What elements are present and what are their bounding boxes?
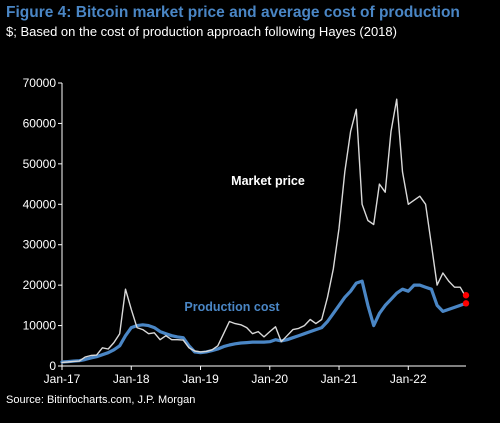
y-tick-label: 20000 xyxy=(23,278,57,292)
y-tick-label: 10000 xyxy=(23,319,57,333)
latest-value-marker xyxy=(462,292,470,299)
x-tick-label: Jan-19 xyxy=(182,372,219,386)
annotation-layer: Market price Production cost xyxy=(184,174,304,314)
market-price-label: Market price xyxy=(231,174,305,188)
x-tick-label: Jan-20 xyxy=(251,372,288,386)
x-tick-label: Jan-21 xyxy=(321,372,358,386)
production-cost-label: Production cost xyxy=(184,300,280,314)
series-layer xyxy=(60,98,470,364)
y-tick-label: 50000 xyxy=(23,157,57,171)
y-tick-label: 40000 xyxy=(23,197,57,211)
latest-value-marker xyxy=(462,300,470,307)
source-note: Source: Bitinfocharts.com, J.P. Morgan xyxy=(6,394,196,406)
chart-subtitle: $; Based on the cost of production appro… xyxy=(6,24,397,39)
y-tick-label: 0 xyxy=(49,359,56,373)
y-tick-label: 30000 xyxy=(23,238,57,252)
x-tick-label: Jan-18 xyxy=(113,372,150,386)
production-cost-line xyxy=(60,279,468,364)
chart-title: Figure 4: Bitcoin market price and avera… xyxy=(6,4,460,21)
x-tick-label: Jan-17 xyxy=(44,372,81,386)
x-tick-label: Jan-22 xyxy=(390,372,427,386)
y-tick-label: 70000 xyxy=(23,76,57,90)
market-price-line xyxy=(61,98,467,364)
chart-axes: 0 10000 20000 30000 40000 50000 60000 70000 Jan-… xyxy=(23,76,466,386)
y-tick-label: 60000 xyxy=(23,116,57,130)
